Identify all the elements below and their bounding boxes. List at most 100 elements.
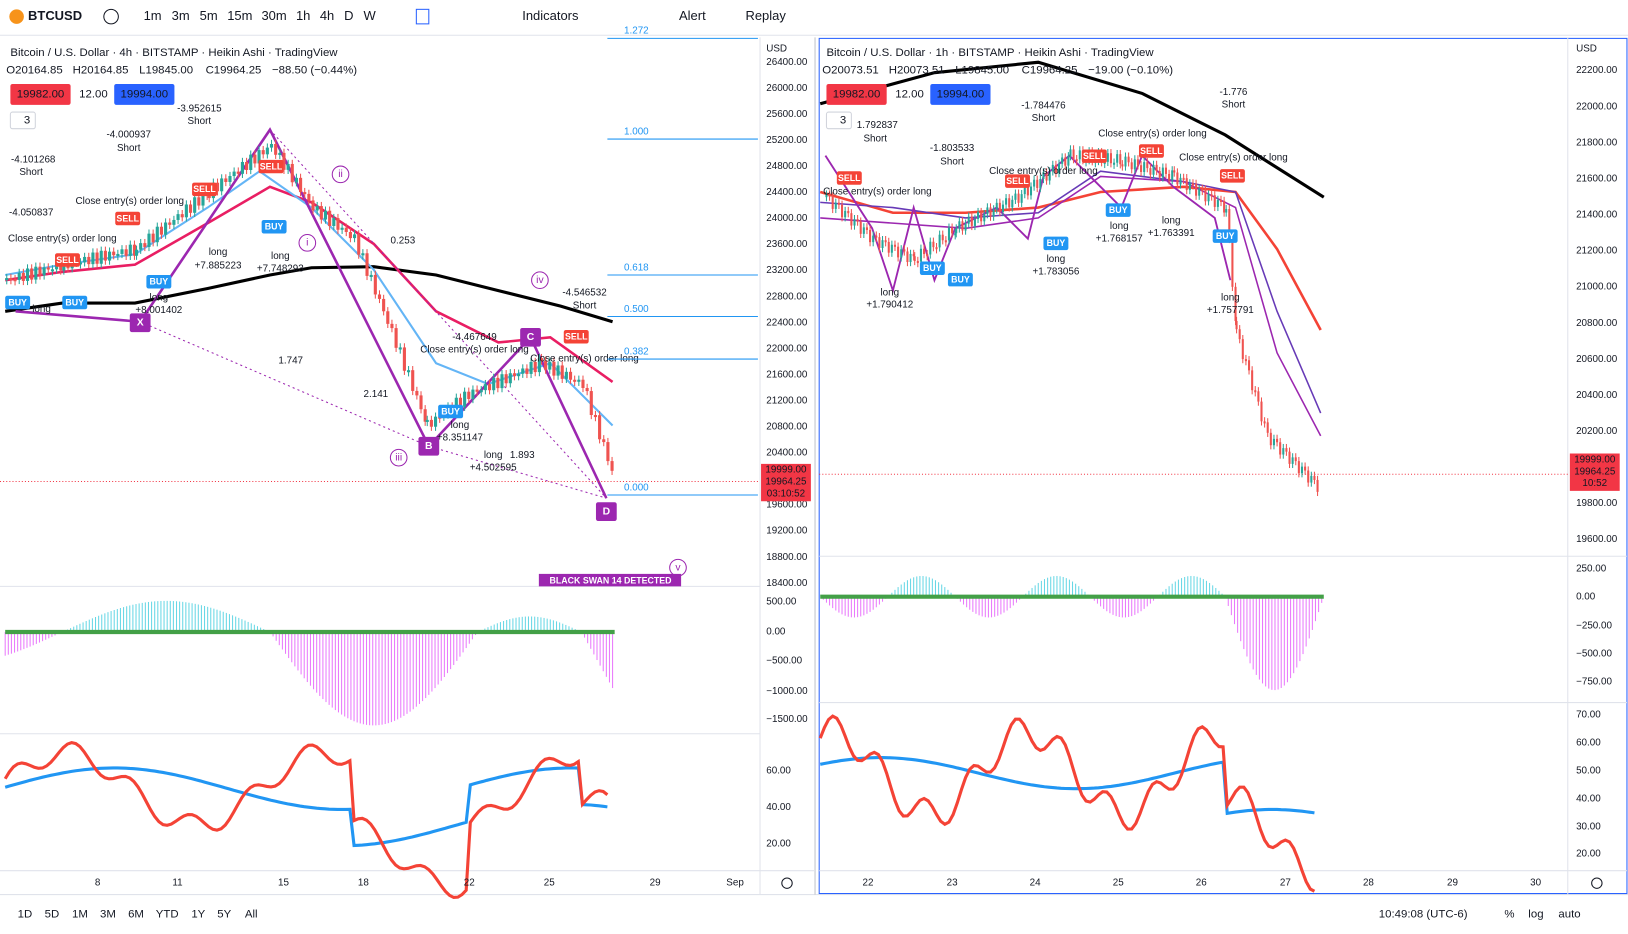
auto-toggle[interactable]: auto [1558,908,1580,920]
candle [537,358,541,373]
signal-label: SELL [1006,176,1029,186]
candle [941,234,944,241]
ohlc-value: −88.50 (−0.44%) [272,65,357,77]
symbol[interactable]: BTCUSD [28,8,82,23]
candle [1061,157,1064,164]
annotation: long [451,420,470,431]
signal-label: SELL [56,255,79,265]
bid-price[interactable]: 19982.00 [17,88,65,100]
price-tick-label: 23200.00 [766,265,808,276]
ohlc-value: O20073.51 [822,65,878,77]
range-button[interactable]: 1D [18,908,33,920]
interval-button[interactable]: 1m [144,8,162,23]
candle [1223,200,1226,213]
candle [903,249,906,252]
percent-toggle[interactable]: % [1504,908,1514,920]
interval-button[interactable]: 30m [261,8,286,23]
date-label: 28 [1363,878,1374,889]
candle [1300,466,1304,474]
signal-label: BUY [265,222,284,232]
range-button[interactable]: 1Y [191,908,205,920]
candle [552,361,556,376]
signal-box [261,220,287,234]
candle [1316,479,1319,492]
layouts-count[interactable]: 3 [840,114,846,126]
ohlc-value: H20164.85 [73,65,129,77]
interval-button[interactable]: W [363,8,376,23]
annotation: long [150,292,169,303]
layouts-count[interactable]: 3 [24,114,30,126]
pane-title: Bitcoin / U.S. Dollar · 1h · BITSTAMP · … [826,47,1154,59]
interval-button[interactable]: 5m [200,8,218,23]
interval-button[interactable]: 1h [296,8,310,23]
annotation: Short [188,116,212,127]
replay-button[interactable]: Replay [745,8,786,23]
range-button[interactable]: 1M [72,908,88,920]
indicators-button[interactable]: Indicators [522,8,579,23]
price-tick-label: 22000.00 [1576,101,1618,112]
ask-price[interactable]: 19994.00 [121,88,169,100]
fib-label: 1.272 [624,26,649,37]
candle [897,246,900,258]
annotation: long [271,251,290,262]
candle [1276,438,1279,443]
candle [881,240,884,249]
range-button[interactable]: 5Y [217,908,231,920]
ask-box [930,84,991,105]
candle [1198,188,1201,196]
candle [5,278,9,281]
wave-marker [595,502,617,521]
active-pane-frame [818,37,1628,895]
candle [1207,194,1210,202]
alert-button[interactable]: Alert [679,8,706,23]
candle [893,244,897,247]
interval-button[interactable]: 4h [320,8,334,23]
candle [1234,286,1237,322]
log-toggle[interactable]: log [1528,908,1543,920]
signal-box [1212,229,1238,243]
add-symbol[interactable] [103,8,119,25]
candle [143,243,147,247]
annotation: +4.502595 [470,463,517,474]
candle [344,227,348,232]
currency-label: USD [766,43,787,54]
price-tick-label: 24800.00 [766,161,808,172]
candle [1075,159,1078,162]
candle [394,328,398,348]
date-label: 23 [947,878,958,889]
candle [1285,448,1288,452]
interval-button[interactable]: D [344,8,353,23]
range-button[interactable]: All [245,908,258,920]
gear-icon[interactable] [781,877,1603,889]
interval-button[interactable]: 3m [172,8,190,23]
candle [215,182,220,192]
candle [207,195,211,199]
candle [1272,438,1275,446]
signal-box [258,159,284,174]
range-button[interactable]: 5D [45,908,60,920]
candle [1210,194,1213,197]
annotation: Close entry(s) order long [76,196,185,207]
candle [983,214,986,222]
candle [1228,209,1231,239]
price-tick-label: 21200.00 [766,396,808,407]
candle [847,210,850,214]
candle [825,194,828,198]
signal-box [62,295,88,310]
candle [1235,321,1238,330]
chart-type-icon[interactable] [415,8,430,25]
ask-price[interactable]: 19994.00 [937,88,985,100]
candle [900,249,903,258]
candle [1238,329,1241,340]
candle [415,390,419,396]
candle [602,439,606,443]
bid-price[interactable]: 19982.00 [833,88,881,100]
range-button[interactable]: 3M [100,908,116,920]
candle [357,234,361,255]
candle [923,248,926,255]
range-button[interactable]: YTD [156,908,179,920]
range-button[interactable]: 6M [128,908,144,920]
interval-button[interactable]: 15m [227,8,252,23]
rsi-tick-label: 60.00 [766,766,791,777]
candle [1133,159,1136,170]
